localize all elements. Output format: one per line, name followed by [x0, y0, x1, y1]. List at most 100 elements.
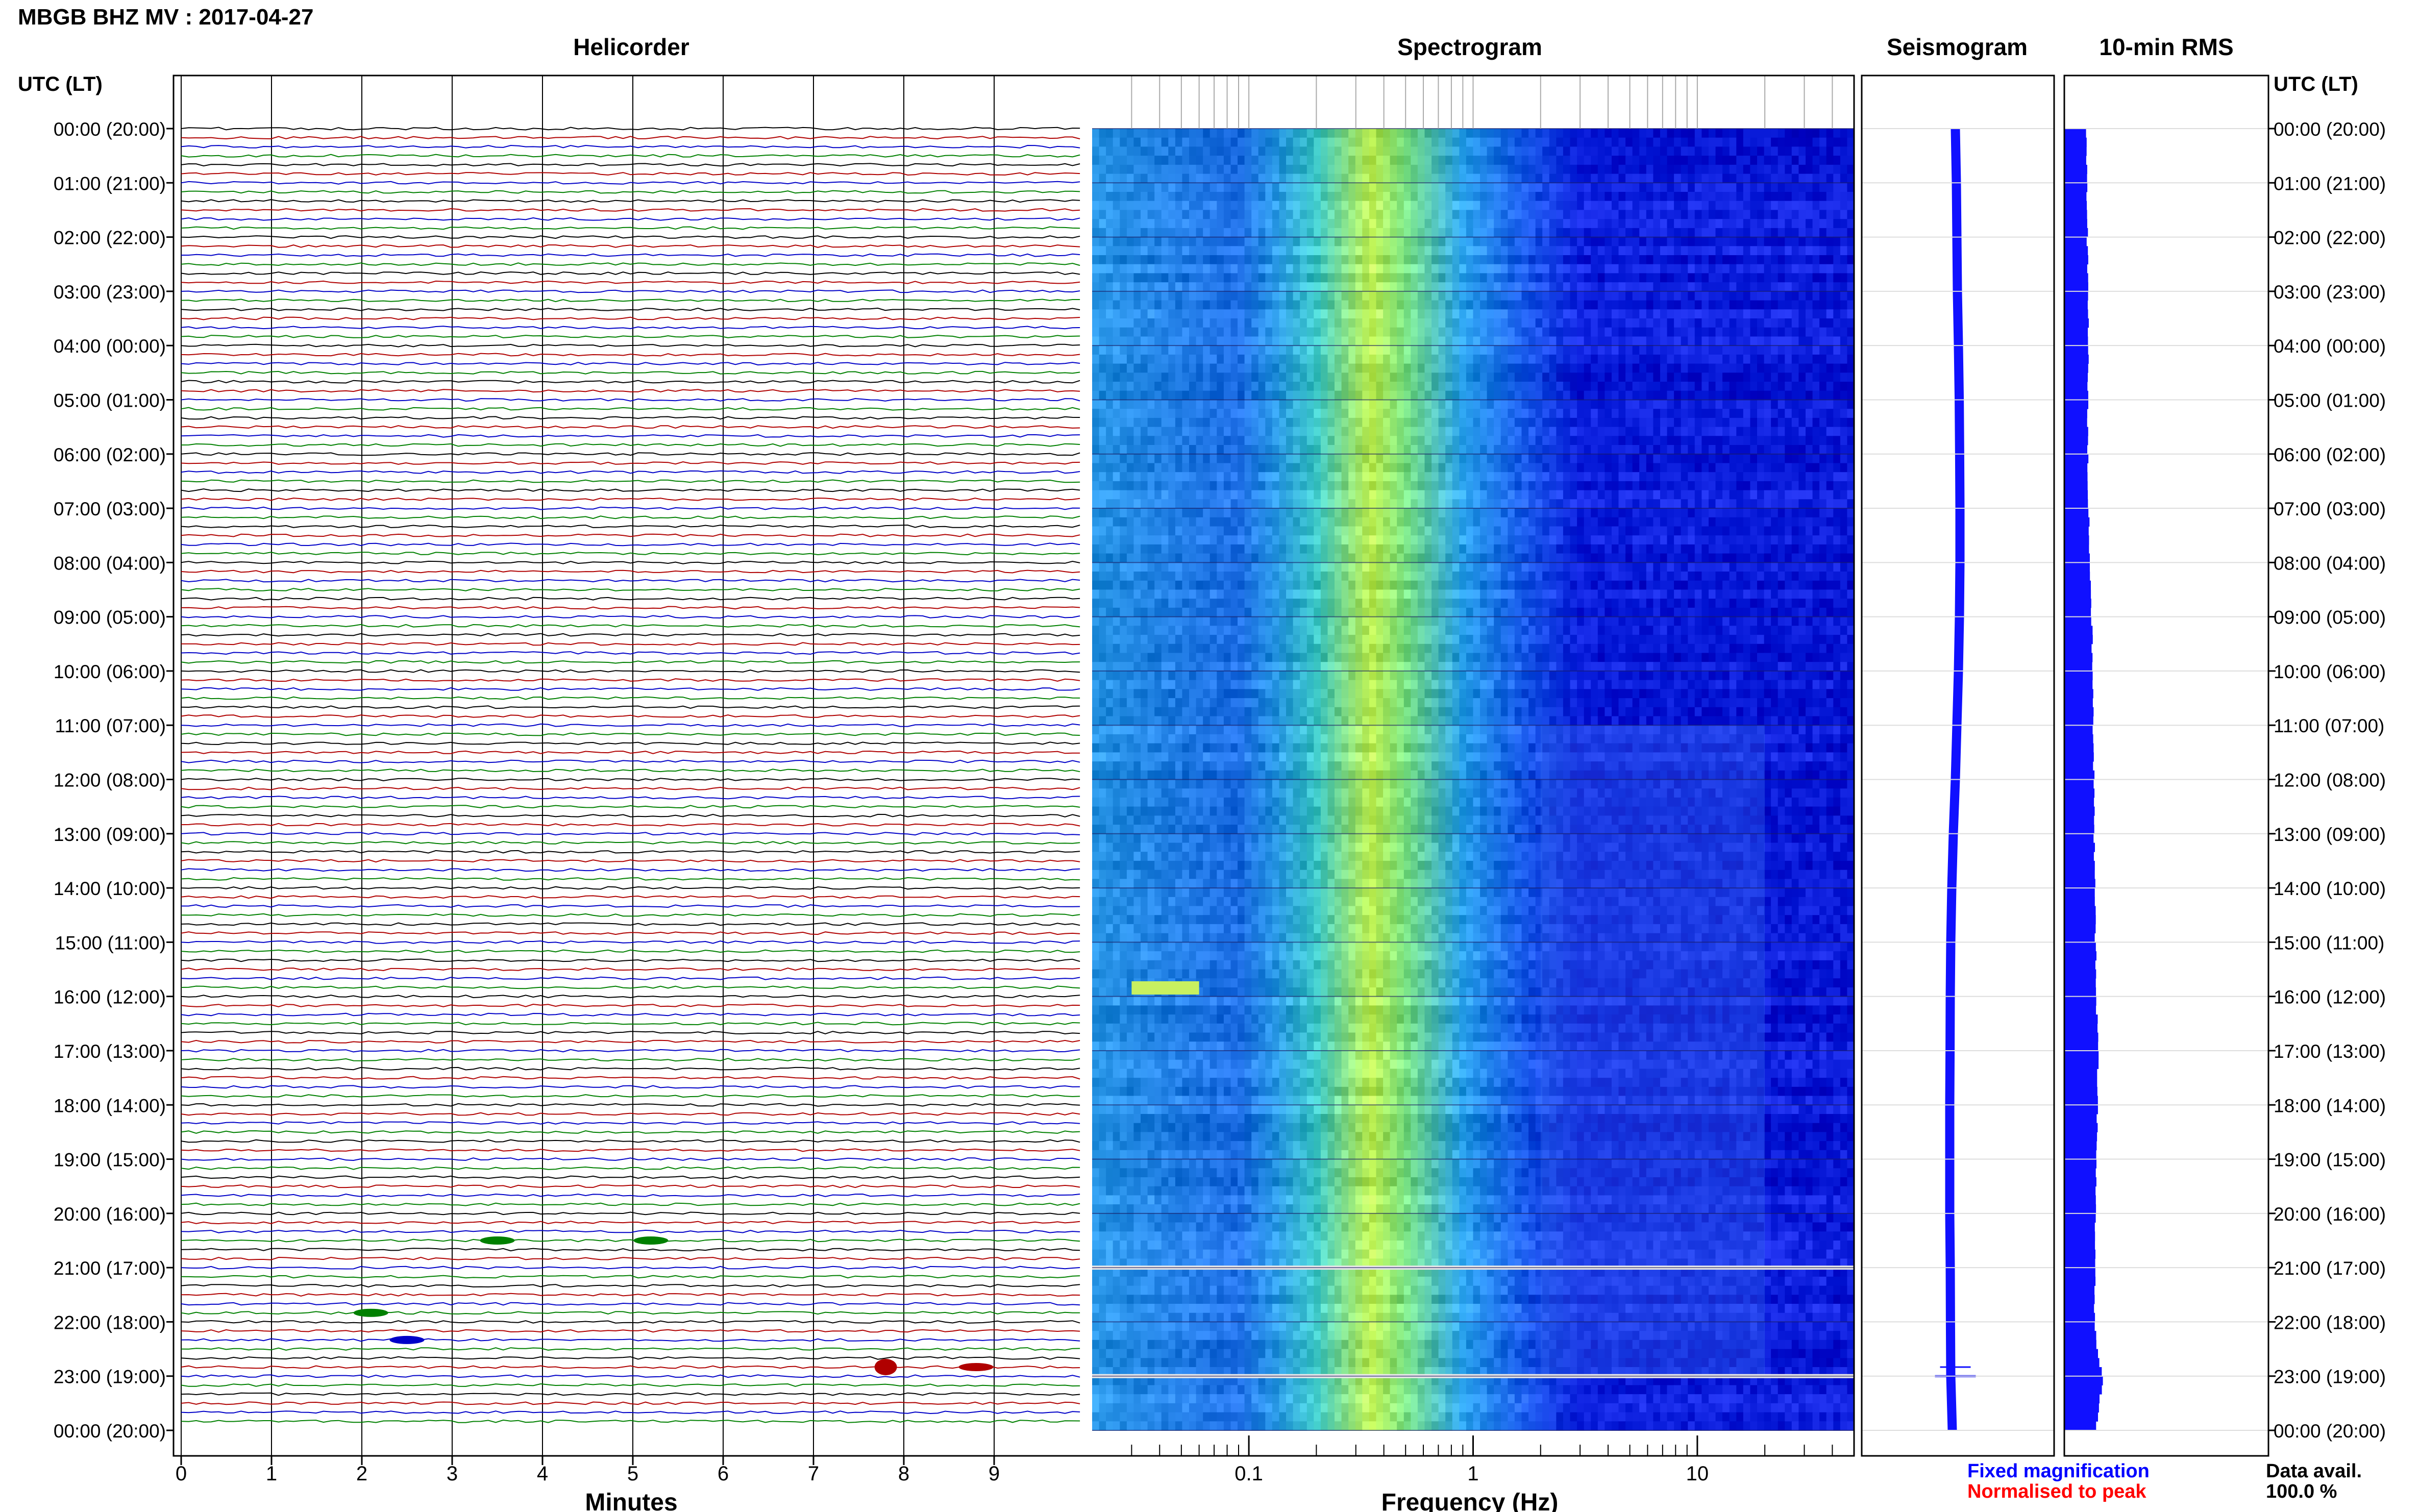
spectrogram-cell — [1265, 526, 1273, 536]
spectrogram-cell — [1653, 417, 1661, 428]
spectrogram-cell — [1390, 282, 1397, 292]
spectrogram-cell — [1244, 255, 1252, 265]
spectrogram-cell — [1639, 436, 1647, 445]
spectrogram-cell — [1161, 382, 1169, 391]
spectrogram-cell — [1508, 499, 1515, 509]
spectrogram-cell — [1126, 309, 1134, 319]
spectrogram-cell — [1757, 327, 1765, 337]
spectrogram-cell — [1514, 499, 1522, 509]
spectrogram-cell — [1798, 445, 1806, 455]
spectrogram-cell — [1826, 390, 1834, 400]
spectrogram-cell — [1355, 129, 1363, 138]
spectrogram-cell — [1806, 400, 1813, 409]
spectrogram-cell — [1833, 129, 1841, 138]
spectrogram-cell — [1383, 363, 1391, 373]
spectrogram-cell — [1147, 173, 1155, 183]
spectrogram-cell — [1508, 382, 1515, 391]
spectrogram-cell — [1300, 517, 1307, 527]
spectrogram-cell — [1743, 345, 1750, 355]
spectrogram-cell — [1327, 173, 1335, 183]
spectrogram-cell — [1113, 137, 1120, 147]
spectrogram-cell — [1618, 390, 1626, 400]
spectrogram-cell — [1154, 417, 1162, 428]
spectrogram-cell — [1833, 526, 1841, 536]
spectrogram-cell — [1335, 192, 1342, 202]
spectrogram-cell — [1612, 300, 1619, 310]
spectrogram-cell — [1750, 417, 1758, 428]
spectrogram-cell — [1833, 228, 1841, 238]
spectrogram-cell — [1293, 246, 1300, 256]
spectrogram-cell — [1113, 526, 1120, 536]
spectrogram-cell — [1459, 463, 1467, 473]
spectrogram-cell — [1480, 219, 1488, 229]
spectrogram-cell — [1660, 309, 1668, 319]
spectrogram-cell — [1508, 327, 1515, 337]
spectrogram-cell — [1383, 345, 1391, 355]
spectrogram-cell — [1362, 300, 1370, 310]
spectrogram-cell — [1778, 526, 1785, 536]
spectrogram-cell — [1542, 363, 1550, 373]
spectrogram-cell — [1293, 382, 1300, 391]
spectrogram-cell — [1300, 137, 1307, 147]
spectrogram-cell — [1099, 354, 1106, 364]
spectrogram-cell — [1743, 300, 1750, 310]
spectrogram-cell — [1397, 156, 1404, 165]
spectrogram-cell — [1480, 156, 1488, 165]
spectrogram-cell — [1403, 382, 1411, 391]
spectrogram-cell — [1563, 445, 1571, 455]
spectrogram-cell — [1528, 382, 1536, 391]
spectrogram-cell — [1335, 463, 1342, 473]
spectrogram-cell — [1743, 382, 1750, 391]
spectrogram-cell — [1369, 309, 1377, 319]
spectrogram-cell — [1542, 417, 1550, 428]
spectrogram-cell — [1584, 309, 1591, 319]
spectrogram-cell — [1674, 228, 1682, 238]
spectrogram-cell — [1840, 291, 1848, 301]
spectrogram-cell — [1694, 373, 1702, 382]
spectrogram-cell — [1528, 409, 1536, 418]
spectrogram-cell — [1126, 354, 1134, 364]
spectrogram-cell — [1701, 454, 1709, 464]
spectrogram-cell — [1563, 417, 1571, 428]
spectrogram-cell — [1681, 300, 1688, 310]
spectrogram-cell — [1168, 273, 1176, 283]
spectrogram-cell — [1563, 183, 1571, 192]
spectrogram-cell — [1535, 183, 1543, 192]
spectrogram-cell — [1141, 490, 1148, 500]
spectrogram-cell — [1584, 472, 1591, 482]
spectrogram-cell — [1847, 183, 1855, 192]
spectrogram-cell — [1168, 146, 1176, 156]
spectrogram-cell — [1591, 517, 1598, 527]
spectrogram-cell — [1306, 445, 1314, 455]
spectrogram-cell — [1709, 490, 1716, 500]
spectrogram-cell — [1286, 427, 1294, 436]
spectrogram-cell — [1736, 300, 1744, 310]
spectrogram-cell — [1487, 354, 1494, 364]
spectrogram-cell — [1764, 336, 1771, 346]
spectrogram-cell — [1584, 146, 1591, 156]
spectrogram-cell — [1133, 454, 1141, 464]
spectrogram-cell — [1694, 255, 1702, 265]
spectrogram-cell — [1417, 481, 1425, 491]
spectrogram-cell — [1223, 490, 1231, 500]
spectrogram-cell — [1417, 164, 1425, 175]
spectrogram-cell — [1133, 336, 1141, 346]
spectrogram-cell — [1722, 499, 1730, 509]
spectrogram-cell — [1480, 164, 1488, 175]
spectrogram-cell — [1383, 490, 1391, 500]
spectrogram-cell — [1369, 490, 1377, 500]
spectrogram-cell — [1508, 363, 1515, 373]
spectrogram-cell — [1223, 382, 1231, 391]
spectrogram-cell — [1722, 336, 1730, 346]
spectrogram-cell — [1494, 499, 1501, 509]
spectrogram-cell — [1521, 129, 1529, 138]
spectrogram-cell — [1113, 400, 1120, 409]
spectrogram-cell — [1113, 427, 1120, 436]
spectrogram-cell — [1092, 345, 1100, 355]
spectrogram-cell — [1223, 201, 1231, 210]
spectrogram-cell — [1480, 336, 1488, 346]
spectrogram-cell — [1355, 237, 1363, 246]
spectrogram-cell — [1265, 210, 1273, 219]
spectrogram-cell — [1106, 264, 1114, 274]
spectrogram-cell — [1549, 137, 1557, 147]
